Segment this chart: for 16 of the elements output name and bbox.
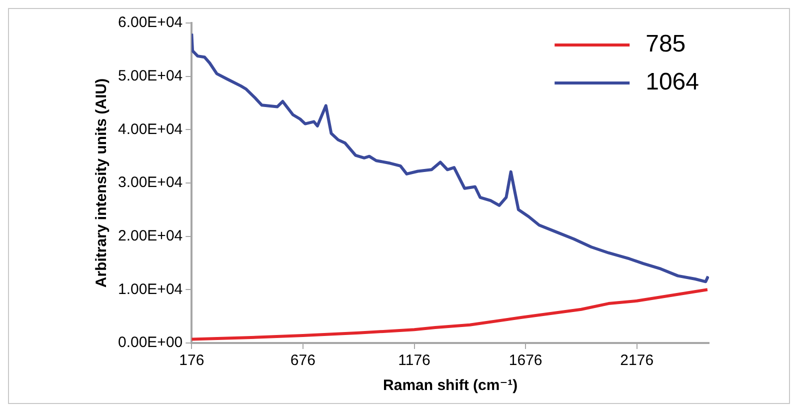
y-tick-label: 2.00E+04: [118, 227, 183, 244]
y-tick-label: 0.00E+00: [118, 334, 183, 352]
x-tick-label: 1676: [508, 352, 542, 370]
y-tick-label: 4.00E+04: [118, 120, 183, 138]
y-tick-label: 6.00E+04: [118, 14, 183, 32]
x-tick-label: 176: [179, 352, 204, 370]
x-tick-label: 676: [290, 352, 316, 370]
y-tick-label: 5.00E+04: [118, 67, 183, 84]
y-axis-title: Arbitrary intensity units (AIU): [93, 78, 110, 288]
x-axis-title: Raman shift (cm⁻¹): [383, 377, 518, 394]
y-tick-label: 3.00E+04: [118, 174, 183, 192]
x-tick-label: 1176: [398, 352, 430, 370]
legend-label: 1064: [646, 68, 699, 96]
legend-label: 785: [646, 30, 686, 58]
y-tick-label: 1.00E+04: [118, 280, 183, 298]
x-tick-label: 2176: [620, 352, 654, 370]
